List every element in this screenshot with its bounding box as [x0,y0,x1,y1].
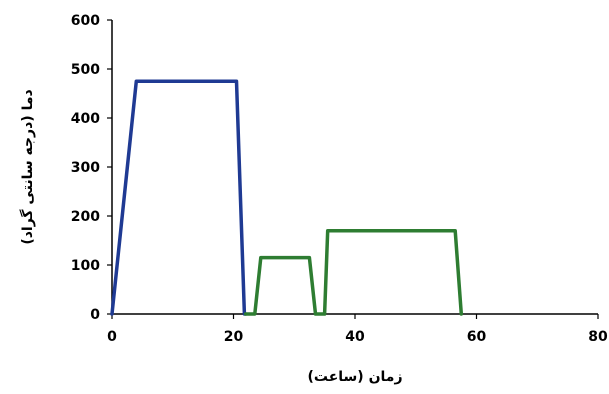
x-tick-label: 20 [224,329,244,345]
x-tick-label: 0 [107,329,117,345]
tick-labels: 0 100 200 300 400 500 600 0 20 40 60 80 [71,13,608,345]
x-tick-label: 60 [467,329,487,345]
y-tick-label: 400 [71,111,100,127]
series-line-1 [110,79,248,316]
series-line-2 [243,228,464,316]
x-axis-title: زمان (ساعت) [307,369,402,385]
x-tick-label: 40 [345,329,365,345]
y-tick-label: 500 [71,62,100,78]
y-tick-label: 200 [71,209,100,225]
y-tick-label: 0 [90,307,100,323]
axes [107,19,599,319]
y-tick-label: 600 [71,13,100,29]
series-layer [110,79,464,316]
x-tick-label: 80 [588,329,608,345]
y-axis-title: دما (درجه سانتی گراد) [19,89,36,244]
y-tick-label: 300 [71,160,100,176]
y-tick-label: 100 [71,258,100,274]
